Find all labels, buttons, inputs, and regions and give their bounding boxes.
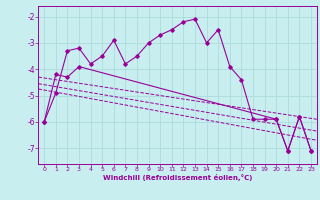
X-axis label: Windchill (Refroidissement éolien,°C): Windchill (Refroidissement éolien,°C) — [103, 174, 252, 181]
